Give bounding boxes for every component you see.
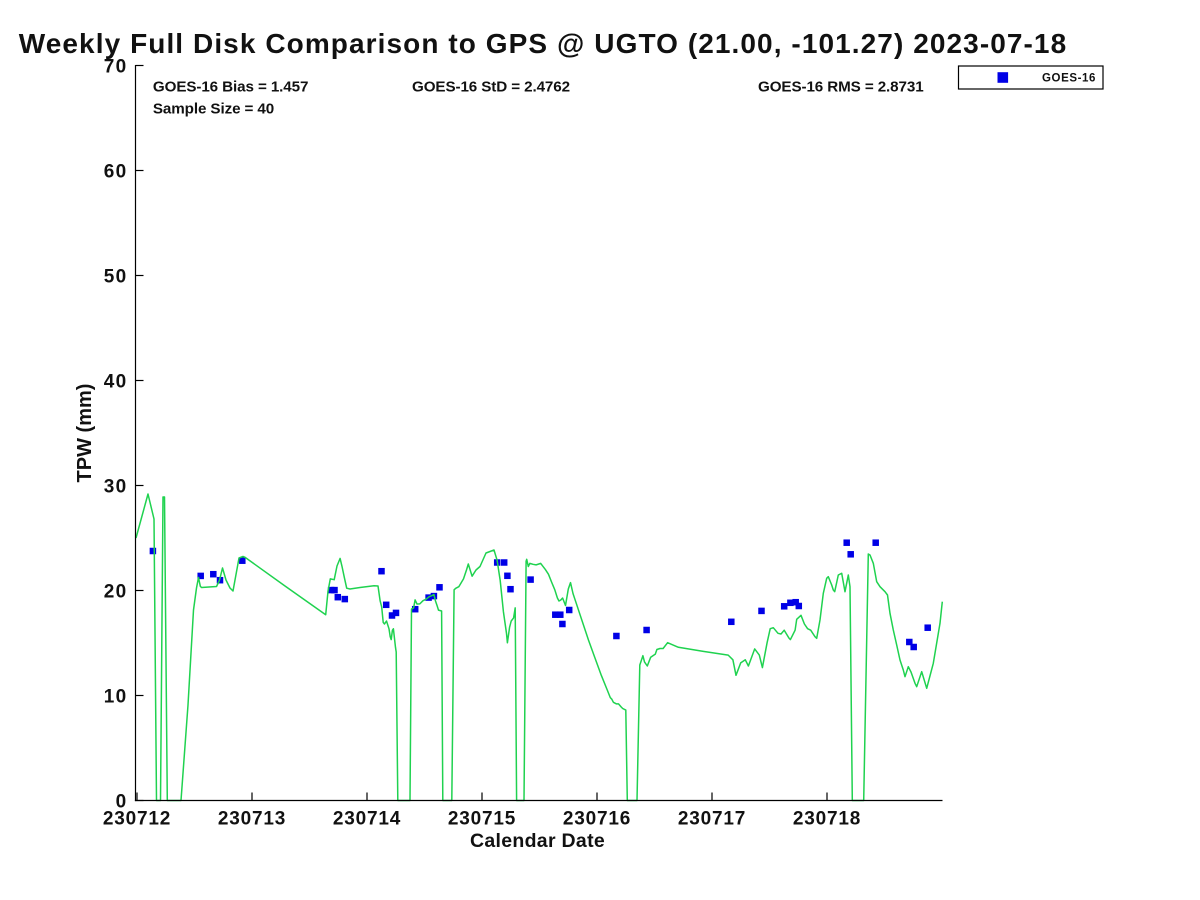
svg-text:GOES-16 Bias = 1.457: GOES-16 Bias = 1.457: [153, 79, 308, 96]
svg-text:30: 30: [104, 476, 128, 497]
svg-text:GOES-16 StD = 2.4762: GOES-16 StD = 2.4762: [412, 79, 570, 96]
svg-text:GOES-16 RMS = 2.8731: GOES-16 RMS = 2.8731: [758, 79, 924, 96]
svg-text:50: 50: [104, 266, 128, 287]
svg-text:230716: 230716: [563, 809, 631, 830]
svg-text:20: 20: [104, 581, 128, 602]
svg-text:10: 10: [104, 686, 128, 707]
svg-text:TPW (mm): TPW (mm): [74, 384, 96, 483]
svg-text:Sample Size = 40: Sample Size = 40: [153, 100, 274, 117]
svg-text:0: 0: [116, 791, 128, 812]
svg-text:Weekly Full Disk Comparison to: Weekly Full Disk Comparison to GPS @ UGT…: [19, 28, 1068, 59]
svg-text:230718: 230718: [793, 809, 861, 830]
svg-text:230714: 230714: [333, 809, 401, 830]
svg-text:230713: 230713: [218, 809, 286, 830]
svg-text:230717: 230717: [678, 809, 746, 830]
svg-text:GOES-16: GOES-16: [1042, 73, 1096, 85]
svg-text:230712: 230712: [103, 809, 171, 830]
svg-text:Calendar Date: Calendar Date: [470, 830, 605, 852]
svg-text:230715: 230715: [448, 809, 516, 830]
svg-text:60: 60: [104, 161, 128, 182]
svg-text:40: 40: [104, 371, 128, 392]
svg-text:70: 70: [104, 56, 128, 77]
